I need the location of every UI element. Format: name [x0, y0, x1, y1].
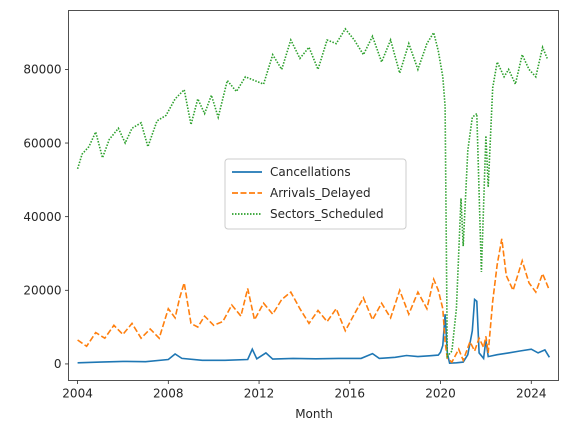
legend-label-sectors-scheduled: Sectors_Scheduled — [270, 207, 384, 221]
x-axis: 2004 2008 2012 2016 2020 2024 — [62, 380, 547, 401]
legend-label-arrivals-delayed: Arrivals_Delayed — [270, 186, 371, 200]
legend-box — [224, 158, 407, 230]
y-axis: 0 20000 40000 60000 80000 — [23, 63, 69, 371]
x-tick-label: 2020 — [425, 387, 456, 401]
x-tick-label: 2024 — [516, 387, 547, 401]
x-tick-label: 2008 — [153, 387, 184, 401]
x-tick-label: 2004 — [62, 387, 93, 401]
y-tick-label: 80000 — [23, 63, 61, 77]
y-tick-label: 40000 — [23, 210, 61, 224]
plot-lines — [76, 27, 551, 365]
legend-label-cancellations: Cancellations — [270, 165, 351, 179]
y-tick-label: 60000 — [23, 136, 61, 150]
legend: Cancellations Arrivals_Delayed Sectors_S… — [224, 158, 407, 230]
series-line-arrivals-delayed — [77, 238, 551, 364]
x-axis-title: Month — [295, 407, 333, 421]
y-tick-label: 20000 — [23, 284, 61, 298]
series-line-cancellations — [77, 297, 551, 365]
y-tick-label: 0 — [54, 357, 62, 371]
x-tick-label: 2016 — [335, 387, 366, 401]
x-tick-label: 2012 — [244, 387, 275, 401]
series-line-sectors-scheduled — [76, 27, 548, 359]
plot-frame — [68, 10, 559, 381]
